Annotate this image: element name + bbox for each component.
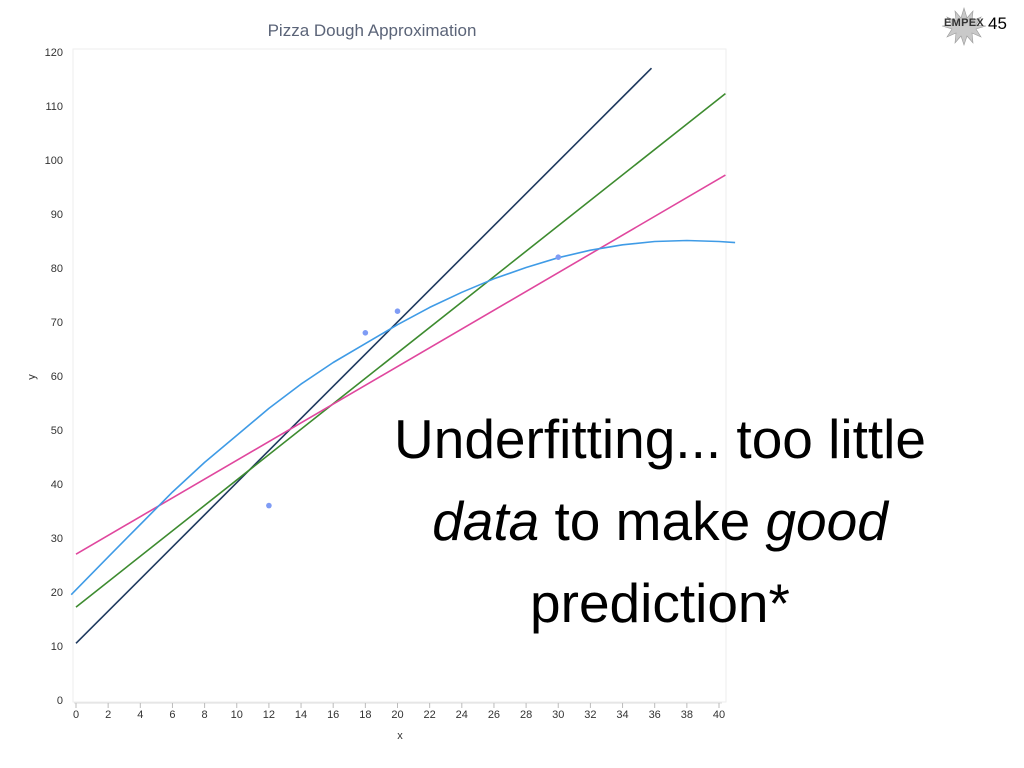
starburst-icon (941, 6, 987, 46)
fit-line-3 (75, 174, 726, 555)
caption-line-2-text: to make (539, 490, 766, 552)
x-tick-label: 6 (169, 709, 175, 721)
y-axis: 0 10 20 30 40 50 60 70 80 90 100 110 120 (45, 47, 63, 707)
y-axis-label: y (26, 374, 38, 380)
y-tick-label: 60 (51, 371, 63, 383)
x-tick-label: 36 (649, 709, 661, 721)
x-axis: 0 2 4 6 8 10 12 14 16 18 20 22 24 26 28 30 32 34 36 38 40 (73, 702, 725, 721)
y-tick-label: 80 (51, 263, 63, 275)
data-points (266, 254, 562, 509)
x-tick-label: 40 (713, 709, 725, 721)
x-tick-label: 0 (73, 709, 79, 721)
x-tick-label: 2 (105, 709, 111, 721)
slide-caption: Underfitting... too little data to make … (340, 398, 980, 644)
logo-text: EMPEX (943, 17, 984, 29)
x-tick-label: 32 (584, 709, 596, 721)
x-tick-label: 20 (391, 709, 403, 721)
slide-number: 45 (988, 14, 1007, 33)
caption-line-3: prediction* (530, 572, 790, 634)
y-tick-label: 90 (51, 209, 63, 221)
caption-emphasis-data: data (432, 490, 540, 552)
y-tick-label: 30 (51, 533, 63, 545)
x-tick-label: 38 (681, 709, 693, 721)
data-point (394, 308, 401, 315)
data-point (555, 254, 562, 260)
fit-line-4 (70, 239, 736, 596)
data-point (266, 502, 272, 509)
y-tick-label: 110 (45, 101, 63, 113)
fit-line-2 (75, 92, 726, 608)
caption-line-2: data to make good (340, 480, 980, 562)
x-tick-label: 18 (359, 709, 371, 721)
x-tick-label: 8 (202, 709, 208, 721)
plot-area (72, 48, 727, 703)
x-axis-label: x (397, 730, 403, 742)
x-tick-label: 34 (616, 709, 628, 721)
empex-logo: EMPEX (940, 6, 988, 46)
caption-emphasis-good: good (765, 490, 888, 552)
x-tick-label: 30 (552, 709, 564, 721)
y-tick-label: 70 (51, 317, 63, 329)
x-tick-label: 26 (488, 709, 500, 721)
x-tick-label: 28 (520, 709, 532, 721)
y-tick-label: 120 (45, 47, 63, 59)
x-tick-label: 22 (424, 709, 436, 721)
chart-title: Pizza Dough Approximation (268, 21, 477, 40)
fit-line-1 (75, 67, 653, 644)
y-tick-label: 10 (51, 641, 63, 653)
fit-lines (70, 67, 736, 644)
y-tick-label: 50 (51, 425, 63, 437)
x-tick-label: 10 (231, 709, 243, 721)
y-tick-label: 20 (51, 587, 63, 599)
y-tick-label: 100 (45, 155, 63, 167)
y-tick-label: 0 (57, 695, 63, 707)
x-tick-label: 24 (456, 709, 468, 721)
x-tick-label: 14 (295, 709, 307, 721)
y-tick-label: 40 (51, 479, 63, 491)
data-point (362, 330, 369, 336)
x-tick-label: 16 (327, 709, 339, 721)
caption-line-1: Underfitting... too little (394, 408, 926, 470)
x-tick-label: 12 (263, 709, 275, 721)
x-tick-label: 4 (137, 709, 143, 721)
